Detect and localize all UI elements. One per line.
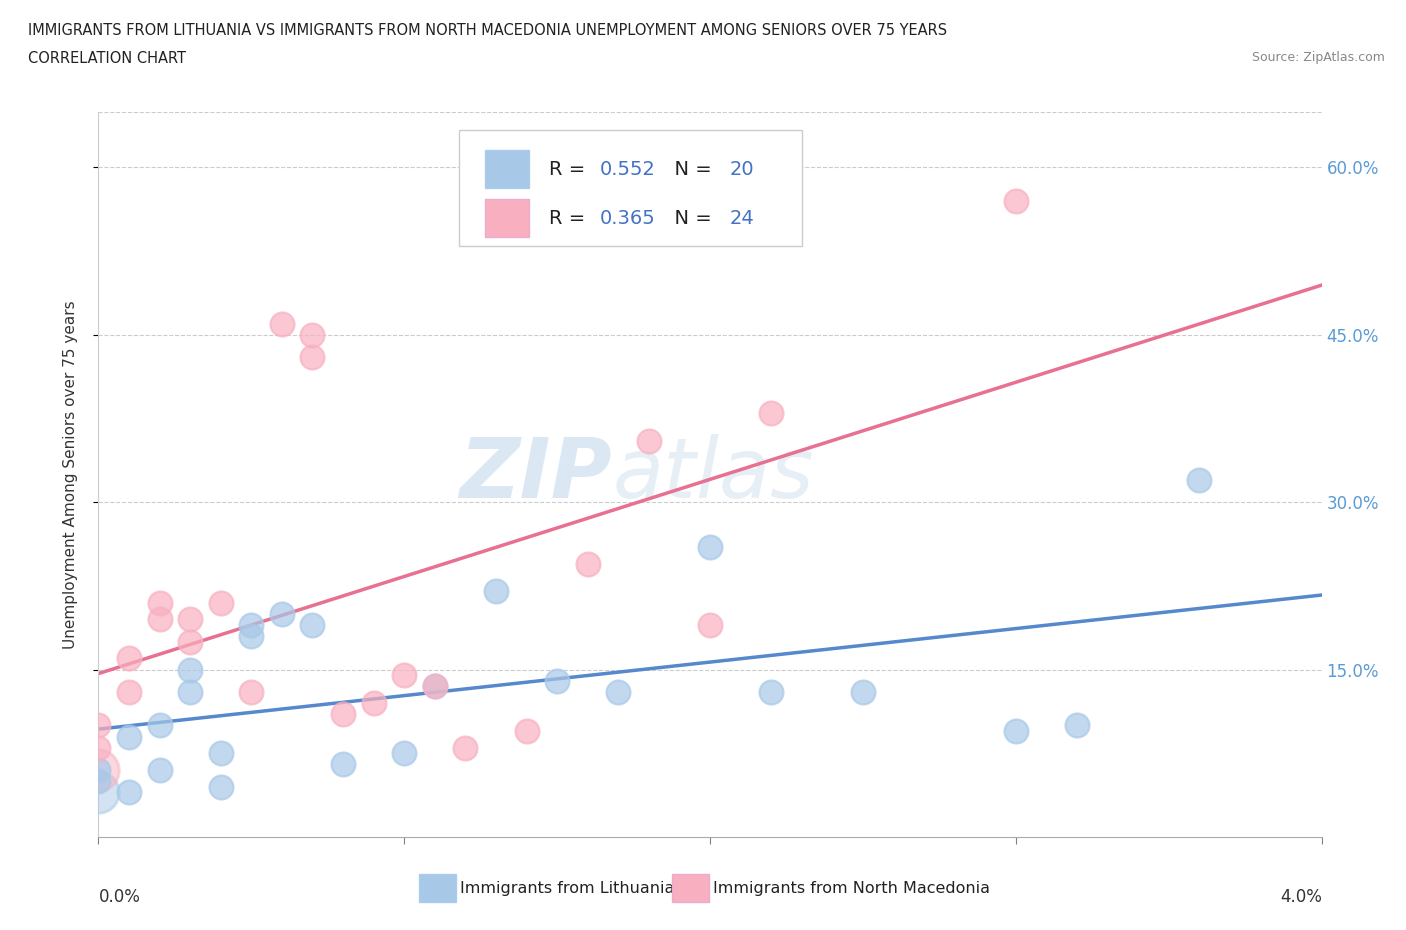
Point xyxy=(87,763,110,777)
Point xyxy=(270,606,294,621)
Point xyxy=(87,774,110,789)
Point xyxy=(209,779,232,794)
Point xyxy=(301,618,323,632)
Point xyxy=(1004,724,1026,738)
FancyBboxPatch shape xyxy=(485,199,529,237)
Point xyxy=(240,684,263,699)
Text: 4.0%: 4.0% xyxy=(1279,888,1322,906)
Text: ZIP: ZIP xyxy=(460,433,612,515)
Text: R =: R = xyxy=(548,208,591,228)
Point xyxy=(546,673,568,688)
Point xyxy=(852,684,875,699)
Point xyxy=(240,629,263,644)
Point xyxy=(454,740,477,755)
Point xyxy=(179,634,201,649)
FancyBboxPatch shape xyxy=(485,151,529,188)
Point xyxy=(209,595,232,610)
Point xyxy=(363,696,385,711)
Point xyxy=(1004,193,1026,208)
Text: atlas: atlas xyxy=(612,433,814,515)
Point xyxy=(179,684,201,699)
FancyBboxPatch shape xyxy=(460,130,801,246)
Point xyxy=(149,595,172,610)
Text: Immigrants from Lithuania: Immigrants from Lithuania xyxy=(460,881,673,896)
Point xyxy=(607,684,630,699)
Point xyxy=(118,651,141,666)
Point xyxy=(516,724,538,738)
Point xyxy=(759,684,782,699)
Point xyxy=(179,662,201,677)
Text: Source: ZipAtlas.com: Source: ZipAtlas.com xyxy=(1251,51,1385,64)
Point xyxy=(149,612,172,627)
Point xyxy=(699,539,721,554)
Point xyxy=(149,763,172,777)
Point xyxy=(87,718,110,733)
Point xyxy=(301,327,323,342)
Point xyxy=(485,584,508,599)
Point xyxy=(1066,718,1088,733)
Point xyxy=(332,757,354,772)
Point xyxy=(118,729,141,744)
Point xyxy=(209,746,232,761)
Point xyxy=(637,433,661,448)
Text: 0.552: 0.552 xyxy=(600,160,655,179)
Point xyxy=(392,746,416,761)
Point xyxy=(576,556,599,571)
Text: N =: N = xyxy=(662,208,718,228)
Point xyxy=(270,316,294,331)
Text: Immigrants from North Macedonia: Immigrants from North Macedonia xyxy=(713,881,990,896)
Point xyxy=(179,612,201,627)
Text: 24: 24 xyxy=(730,208,755,228)
Point xyxy=(423,679,446,694)
Point xyxy=(332,707,354,722)
Point xyxy=(1188,472,1211,487)
Text: IMMIGRANTS FROM LITHUANIA VS IMMIGRANTS FROM NORTH MACEDONIA UNEMPLOYMENT AMONG : IMMIGRANTS FROM LITHUANIA VS IMMIGRANTS … xyxy=(28,23,948,38)
Point xyxy=(118,785,141,800)
Text: N =: N = xyxy=(662,160,718,179)
Text: R =: R = xyxy=(548,160,591,179)
Point xyxy=(392,668,416,683)
Text: 0.0%: 0.0% xyxy=(98,888,141,906)
Point xyxy=(118,684,141,699)
Text: CORRELATION CHART: CORRELATION CHART xyxy=(28,51,186,66)
Y-axis label: Unemployment Among Seniors over 75 years: Unemployment Among Seniors over 75 years xyxy=(63,300,77,648)
Point xyxy=(149,718,172,733)
Point xyxy=(699,618,721,632)
Text: 0.365: 0.365 xyxy=(600,208,655,228)
Text: 20: 20 xyxy=(730,160,754,179)
Point xyxy=(87,763,110,777)
Point xyxy=(759,405,782,420)
Point xyxy=(87,785,110,800)
Point xyxy=(240,618,263,632)
Point xyxy=(87,740,110,755)
Point xyxy=(301,350,323,365)
Point xyxy=(423,679,446,694)
